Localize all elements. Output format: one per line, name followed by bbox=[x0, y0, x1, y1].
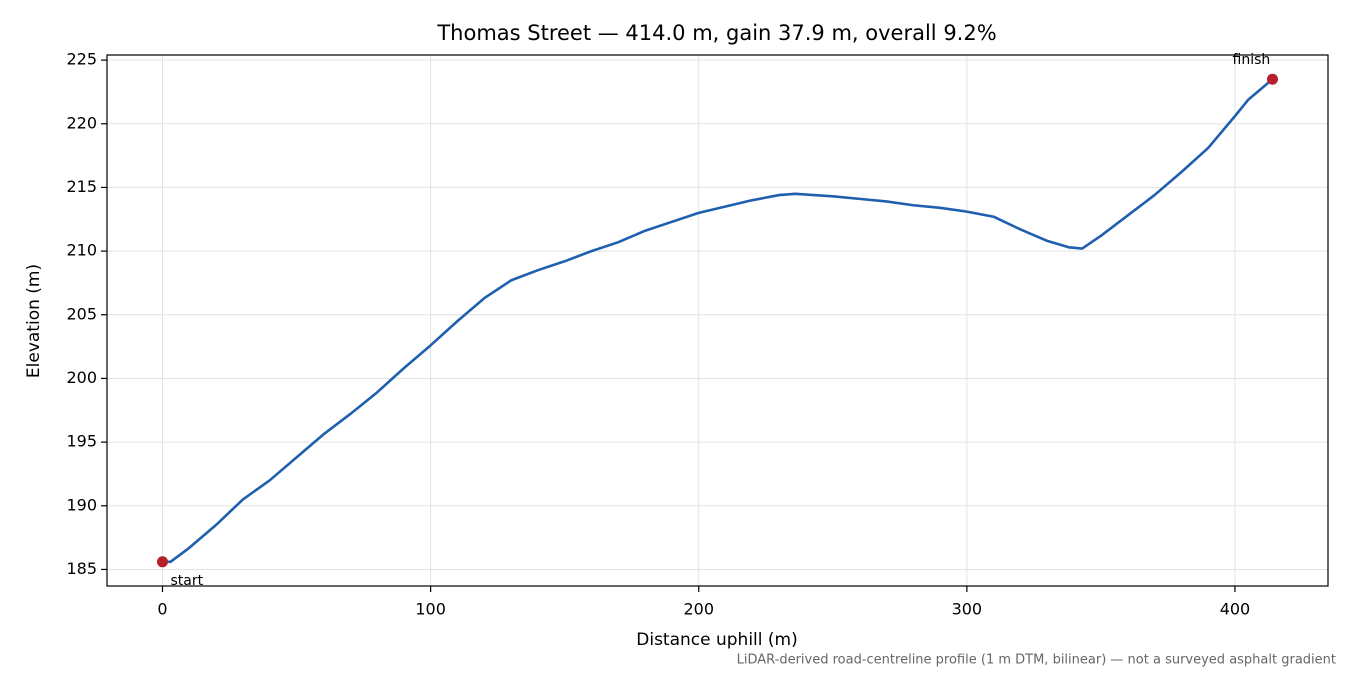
footnote: LiDAR-derived road-centreline profile (1… bbox=[737, 653, 1336, 668]
endpoint-marker bbox=[157, 556, 168, 568]
y-axis-label: Elevation (m) bbox=[24, 264, 44, 378]
elevation-line bbox=[162, 78, 1274, 564]
x-tick-label: 0 bbox=[157, 600, 167, 619]
endpoint-label: finish bbox=[1233, 52, 1271, 68]
y-tick-label: 215 bbox=[66, 177, 97, 196]
x-axis-label: Distance uphill (m) bbox=[636, 630, 797, 650]
y-tick-label: 220 bbox=[66, 113, 97, 132]
x-tick-label: 300 bbox=[952, 600, 983, 619]
x-tick-label: 100 bbox=[415, 600, 446, 619]
x-tick-label: 200 bbox=[683, 600, 714, 619]
endpoint-marker bbox=[1267, 73, 1278, 85]
plot-frame bbox=[106, 54, 1329, 587]
y-tick-label: 205 bbox=[66, 304, 97, 323]
y-tick-label: 225 bbox=[66, 50, 97, 69]
chart-title: Thomas Street — 414.0 m, gain 37.9 m, ov… bbox=[436, 21, 996, 45]
y-tick-label: 200 bbox=[66, 368, 97, 387]
y-tick-label: 210 bbox=[66, 241, 97, 260]
y-tick-label: 195 bbox=[66, 432, 97, 451]
y-tick-label: 185 bbox=[66, 559, 97, 578]
x-tick-label: 400 bbox=[1220, 600, 1251, 619]
endpoint-label: start bbox=[171, 573, 204, 589]
y-tick-label: 190 bbox=[66, 495, 97, 514]
